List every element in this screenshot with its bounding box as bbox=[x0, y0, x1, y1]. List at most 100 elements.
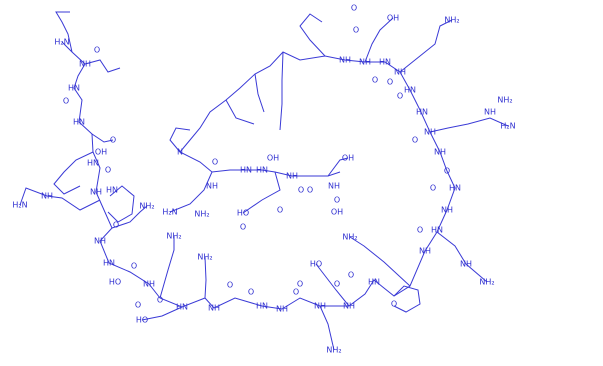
atom-label: HN bbox=[379, 58, 391, 67]
atom-label: NH bbox=[460, 260, 472, 269]
atom-label: O bbox=[212, 158, 218, 167]
atom-label: NH bbox=[424, 128, 436, 137]
atom-label: O bbox=[293, 288, 299, 297]
atom-label: O bbox=[351, 4, 357, 13]
atom-label: NH bbox=[90, 188, 102, 197]
atom-label: OH bbox=[342, 154, 354, 163]
atom-label: NH₂ bbox=[326, 346, 341, 355]
atom-label: NH bbox=[206, 182, 218, 191]
atom-label: NH₂ bbox=[497, 96, 512, 105]
atom-label: O bbox=[307, 186, 313, 195]
atom-label: HN bbox=[431, 226, 443, 235]
side-chain-pro bbox=[169, 127, 191, 153]
side-chain-lys5 bbox=[349, 236, 411, 287]
atom-label: HN bbox=[106, 186, 118, 195]
side-chain-phe2 bbox=[107, 185, 135, 223]
atom-label: O bbox=[63, 97, 69, 106]
atom-label: O bbox=[227, 281, 233, 290]
atom-label: HN bbox=[449, 184, 461, 193]
atom-label: O bbox=[387, 78, 393, 87]
side-chain-leu bbox=[55, 11, 73, 53]
atom-label: O bbox=[397, 92, 403, 101]
atom-label: O bbox=[391, 300, 397, 309]
side-chain-glu bbox=[141, 306, 183, 321]
side-chain-leu2 bbox=[84, 59, 121, 73]
side-chain-lys3 bbox=[204, 256, 207, 299]
atom-label: O bbox=[248, 288, 254, 297]
atom-label: NH bbox=[394, 68, 406, 77]
atom-label: O bbox=[94, 46, 100, 55]
atom-label: O bbox=[444, 167, 450, 176]
atom-label: OH bbox=[267, 154, 279, 163]
atom-label: HN bbox=[73, 118, 85, 127]
atom-label: NH bbox=[434, 148, 446, 157]
side-chain-lys2 bbox=[159, 236, 175, 299]
atom-label: HO bbox=[310, 260, 322, 269]
atom-label: NH bbox=[208, 304, 220, 313]
atom-label: HN bbox=[404, 86, 416, 95]
atom-label: NH bbox=[339, 56, 351, 65]
side-chain-asp2 bbox=[364, 17, 394, 63]
atom-label: HN bbox=[87, 159, 99, 168]
side-chain-ser bbox=[327, 157, 349, 177]
atom-label: O bbox=[277, 206, 283, 215]
atom-label: O bbox=[334, 280, 340, 289]
atom-label: OH bbox=[387, 14, 399, 23]
side-chain-arg3 bbox=[429, 117, 509, 133]
atom-label: O bbox=[372, 76, 378, 85]
atom-label: NH₂ bbox=[166, 232, 181, 241]
atom-label: NH bbox=[276, 305, 288, 314]
atom-label: NH bbox=[143, 280, 155, 289]
side-chain-phe bbox=[53, 151, 94, 195]
side-chain-arg bbox=[19, 187, 101, 211]
atom-label: O bbox=[110, 136, 116, 145]
atom-label: O bbox=[334, 196, 340, 205]
side-chain-arg5 bbox=[169, 171, 213, 213]
side-chain-glu2 bbox=[315, 263, 350, 307]
atom-label: NH bbox=[441, 206, 453, 215]
atom-label: O bbox=[105, 166, 111, 175]
atom-label: O bbox=[430, 184, 436, 193]
atom-label: NH bbox=[328, 182, 340, 191]
atom-label: HO bbox=[237, 209, 249, 218]
side-chain-asp bbox=[91, 133, 114, 143]
atom-label: HO bbox=[109, 278, 121, 287]
side-chain-leu3 bbox=[254, 73, 265, 113]
atom-label: O bbox=[412, 136, 418, 145]
side-chain-glu3 bbox=[242, 171, 281, 214]
atom-label: O bbox=[297, 280, 303, 289]
atom-label: H₂N bbox=[12, 201, 27, 210]
atom-label: O bbox=[417, 226, 423, 235]
atom-label: HO bbox=[136, 316, 148, 325]
atom-label: NH bbox=[419, 247, 431, 256]
atom-label: HN bbox=[103, 259, 115, 268]
side-chain-arg4 bbox=[279, 51, 284, 131]
atom-label: HN bbox=[368, 278, 380, 287]
atom-label: H₂N bbox=[162, 208, 177, 217]
atom-label: O bbox=[135, 301, 141, 310]
atom-label: NH₂ bbox=[197, 253, 212, 262]
bonds bbox=[19, 11, 509, 351]
atom-label: O bbox=[240, 223, 246, 232]
atom-label: NH bbox=[359, 58, 371, 67]
atom-label: O bbox=[131, 262, 137, 271]
side-chain-arg2 bbox=[436, 231, 488, 283]
side-chain-asn bbox=[225, 99, 255, 125]
side-chain-lys4 bbox=[319, 305, 335, 351]
side-chain-phe3 bbox=[393, 285, 421, 313]
atom-label: NH bbox=[314, 302, 326, 311]
atom-label: H₂N bbox=[54, 38, 69, 47]
atom-label: HN bbox=[256, 166, 268, 175]
atom-label: OH bbox=[331, 208, 343, 217]
atom-label: NH bbox=[286, 172, 298, 181]
side-chain-lys6 bbox=[399, 19, 453, 73]
atom-label: NH bbox=[343, 302, 355, 311]
atom-label: NH bbox=[94, 237, 106, 246]
atom-label: NH₂ bbox=[444, 16, 459, 25]
atom-label: O bbox=[298, 186, 304, 195]
atom-label: HN bbox=[240, 166, 252, 175]
atom-label: OH bbox=[95, 148, 107, 157]
atom-label: NH bbox=[484, 108, 496, 117]
